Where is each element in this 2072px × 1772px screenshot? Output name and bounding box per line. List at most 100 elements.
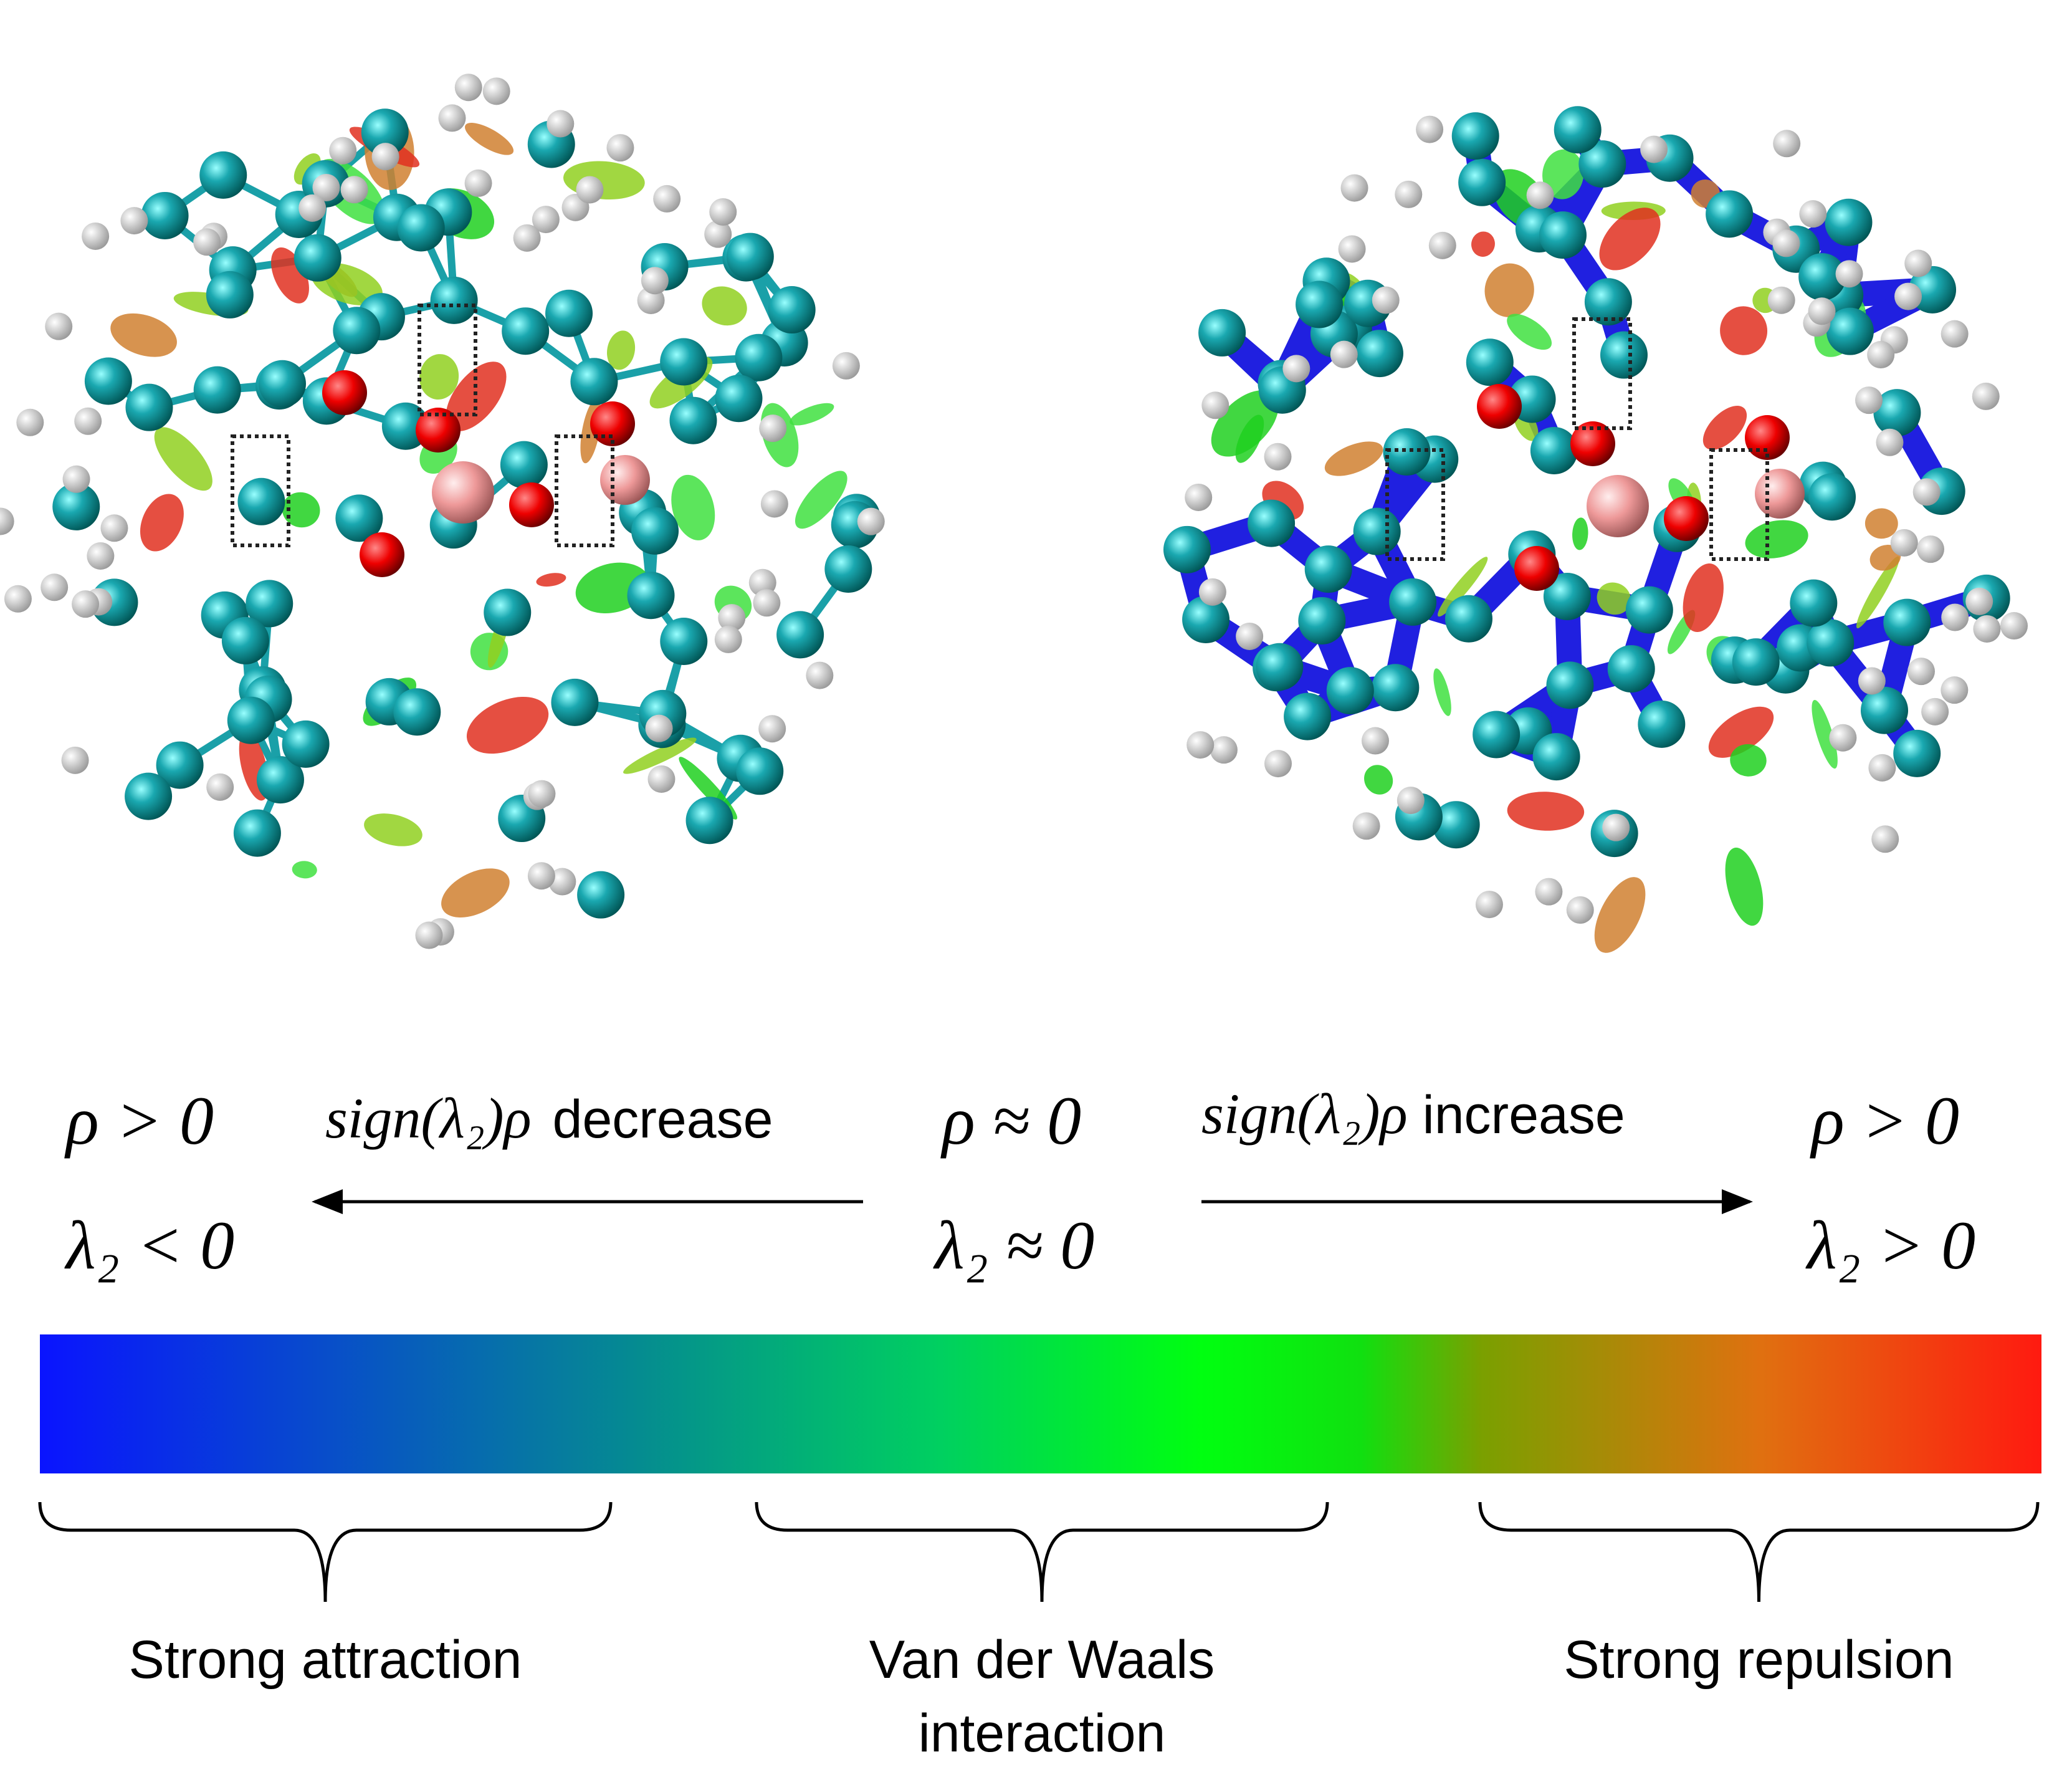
carbon-atom: [1600, 331, 1648, 379]
hydrogen-atom: [1361, 727, 1389, 755]
isosurface: [1864, 508, 1898, 539]
carbon-atom: [1539, 211, 1587, 259]
oxygen-atom: [1570, 421, 1615, 466]
carbon-atom: [294, 234, 341, 282]
carbon-atom: [1860, 686, 1908, 734]
hydrogen-atom: [298, 194, 327, 222]
carbon-atom: [1389, 578, 1437, 626]
isosurface: [1745, 520, 1808, 558]
hydrogen-atom: [1198, 578, 1226, 606]
carbon-atom: [736, 747, 784, 795]
hydrogen-atom: [1264, 443, 1292, 471]
hydrogen-atom: [527, 862, 555, 890]
carbon-atom: [361, 108, 409, 156]
isosurface: [1869, 545, 1901, 571]
hydrogen-atom: [548, 868, 576, 896]
carbon-atom: [141, 191, 189, 239]
hydrogen-atom: [1876, 428, 1904, 456]
carbon-atom: [631, 507, 679, 555]
hydrogen-atom: [1264, 750, 1292, 778]
carbon-atom: [1532, 733, 1580, 781]
carbon-atom: [227, 696, 275, 744]
isosurface: [1364, 765, 1393, 795]
carbon-atom: [333, 307, 381, 355]
hydrogen-atom: [547, 110, 575, 138]
isosurface: [607, 330, 636, 370]
carbon-atom: [502, 307, 550, 355]
carbon-atom: [1163, 525, 1211, 573]
brace: [1478, 1501, 2040, 1602]
carbon-atom: [824, 545, 872, 593]
hydrogen-atom: [645, 714, 673, 742]
hydrogen-atom: [647, 765, 676, 793]
carbon-atom: [1873, 389, 1921, 437]
hydrogen-atom: [1829, 724, 1857, 752]
carbon-atom: [1607, 645, 1655, 693]
hydrogen-atom: [1352, 812, 1380, 840]
region-label: interaction: [919, 1703, 1166, 1763]
isosurface: [790, 403, 834, 426]
carbon-atom: [393, 688, 441, 736]
hydrogen-atom: [1912, 478, 1941, 506]
carbon-atom: [430, 276, 478, 324]
isosurface: [1211, 390, 1279, 457]
condition-lambda: λ₂ > 0: [1805, 1207, 1975, 1283]
metal-atom: [600, 455, 650, 505]
condition-rho: ρ > 0: [1810, 1083, 1959, 1159]
carbon-atom: [735, 333, 783, 381]
region-labels: Strong attraction Van der Waals interactio…: [128, 1630, 1954, 1763]
carbon-atom: [1458, 158, 1506, 206]
hydrogen-atom: [61, 746, 89, 774]
carbon-atom: [1355, 330, 1403, 378]
hydrogen-atom: [1868, 754, 1896, 782]
hydrogen-atom: [753, 589, 781, 617]
brace: [755, 1501, 1329, 1602]
hydrogen-atom: [806, 661, 834, 689]
carbon-atom: [193, 366, 241, 414]
isosurface: [110, 313, 177, 357]
isosurface: [292, 861, 317, 879]
isosurface: [1572, 517, 1588, 550]
arrow-label: sign(λ₂)ρ increase: [1201, 1082, 1625, 1146]
hydrogen-atom: [1566, 896, 1594, 924]
hydrogen-atom: [832, 352, 860, 380]
hydrogen-atom: [641, 267, 669, 295]
carbon-atom: [1826, 307, 1874, 355]
carbon-atom: [1296, 280, 1344, 328]
isosurface: [419, 354, 459, 400]
isosurface: [536, 573, 566, 587]
carbon-atom: [627, 572, 675, 620]
hydrogen-atom: [41, 573, 69, 601]
hydrogen-atom: [1867, 341, 1895, 369]
oxygen-atom: [1664, 496, 1709, 541]
isosurface: [465, 123, 514, 155]
hydrogen-atom: [1372, 286, 1400, 314]
hydrogen-atom: [72, 590, 100, 618]
carbon-atom: [1256, 643, 1304, 691]
carbon-atom: [84, 357, 132, 405]
carbon-atom: [52, 482, 100, 530]
carbon-atom: [545, 289, 593, 337]
hydrogen-atom: [857, 507, 885, 535]
carbon-atom: [1578, 140, 1626, 188]
hydrogen-atom: [1855, 386, 1883, 414]
oxygen-atom: [1745, 415, 1790, 460]
carbon-atom: [1473, 711, 1521, 759]
region-label: Strong attraction: [128, 1630, 522, 1690]
carbon-atom: [685, 797, 733, 845]
carbon-atom: [335, 494, 383, 542]
isosurface: [466, 696, 549, 754]
color-scale: [40, 1334, 2041, 1473]
hydrogen-atom: [1330, 340, 1358, 368]
hydrogen-atom: [760, 490, 788, 518]
hydrogen-atom: [0, 507, 14, 535]
hydrogen-atom: [1772, 229, 1800, 257]
hydrogen-atom: [100, 514, 128, 542]
carbon-atom: [1444, 595, 1492, 643]
hydrogen-atom: [513, 224, 541, 252]
carbon-atom: [1284, 692, 1332, 740]
oxygen-atom: [360, 532, 404, 577]
isosurface: [1599, 208, 1661, 271]
carbon-atom: [1372, 664, 1420, 712]
isosurface: [441, 868, 510, 917]
